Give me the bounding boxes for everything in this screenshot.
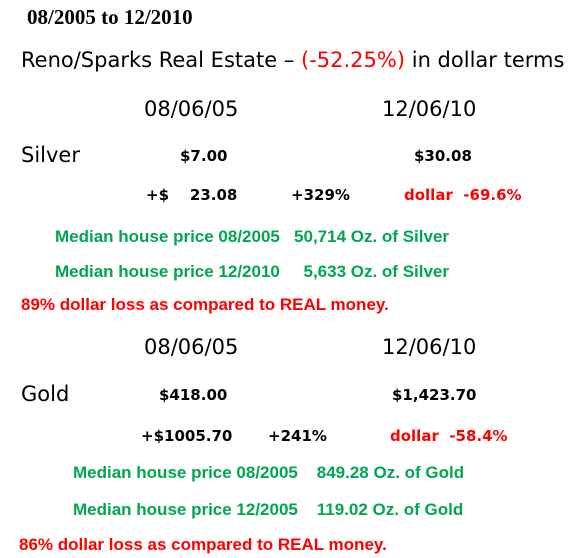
gold-date-start: 08/06/05 [144,335,239,359]
silver-dollar-change: dollar -69.6% [404,186,522,204]
gold-median-2005: Median house price 08/2005 849.28 Oz. of… [73,463,465,482]
title-prefix: Reno/Sparks Real Estate – [21,48,302,72]
silver-price-end: $30.08 [414,147,472,165]
gold-date-end: 12/06/10 [382,335,477,359]
title-percentage: (-52.25%) [301,48,406,72]
gold-price-start: $418.00 [159,386,228,404]
gold-loss-note: 86% dollar loss as compared to REAL mone… [19,535,387,554]
gold-dollar-change: dollar -58.4% [390,427,508,445]
date-range-heading: 08/2005 to 12/2010 [27,5,193,29]
silver-median-2010: Median house price 12/2010 5,633 Oz. of … [55,262,450,281]
silver-change-percent: +329% [291,186,350,204]
page-title: Reno/Sparks Real Estate – (-52.25%) in d… [21,50,564,71]
gold-median-2005-b: Median house price 12/2005 119.02 Oz. of… [73,500,464,519]
silver-median-2005: Median house price 08/2005 50,714 Oz. of… [55,227,450,246]
gold-change-amount: +$1005.70 [141,427,233,445]
gold-label: Gold [21,382,70,406]
silver-price-start: $7.00 [180,147,228,165]
silver-date-start: 08/06/05 [144,97,239,121]
title-suffix: in dollar terms [405,48,565,72]
silver-label: Silver [21,143,80,167]
gold-price-end: $1,423.70 [392,386,477,404]
silver-change-amount: +$ 23.08 [146,186,238,204]
gold-change-percent: +241% [268,427,327,445]
silver-loss-note: 89% dollar loss as compared to REAL mone… [21,295,389,314]
silver-date-end: 12/06/10 [382,97,477,121]
